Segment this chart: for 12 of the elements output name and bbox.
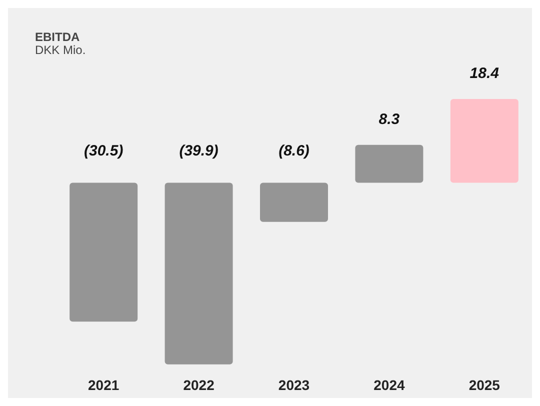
data-label: 18.4 bbox=[470, 64, 500, 82]
chart-subtitle: DKK Mio. bbox=[35, 43, 86, 57]
x-tick-label: 2022 bbox=[183, 377, 215, 393]
data-label: (8.6) bbox=[278, 142, 310, 160]
data-label: 8.3 bbox=[378, 110, 400, 128]
x-tick-label: 2023 bbox=[278, 377, 310, 393]
data-label: (30.5) bbox=[84, 142, 124, 160]
data-label: (39.9) bbox=[179, 142, 218, 160]
x-tick-label: 2021 bbox=[88, 377, 120, 393]
x-tick-label: 2024 bbox=[374, 377, 405, 393]
chart-title: EBITDA bbox=[35, 30, 80, 44]
x-tick-label: 2025 bbox=[468, 377, 500, 393]
